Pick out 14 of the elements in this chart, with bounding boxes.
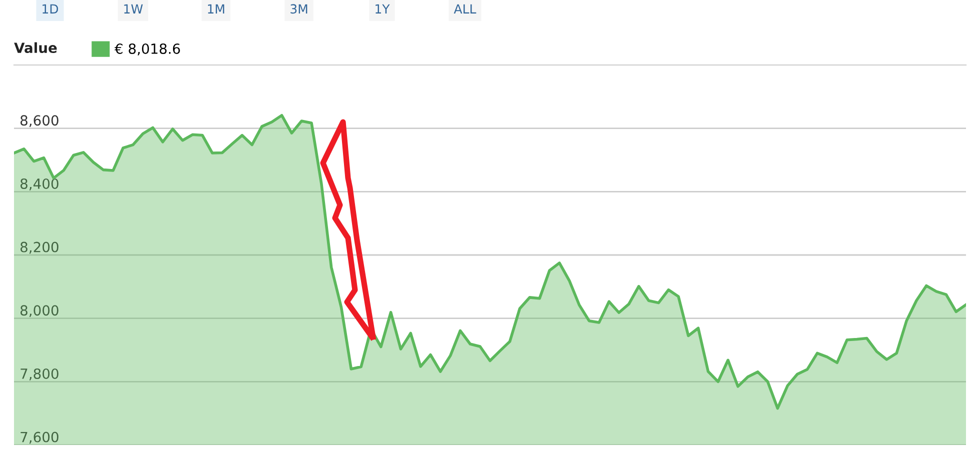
- legend-label: € 8,018.6: [114, 43, 180, 56]
- text: 1W: [124, 4, 143, 14]
- y-tick-label: 8,600: [20, 115, 58, 128]
- y-tick-label: 7,600: [20, 432, 58, 444]
- y-tick-label: 8,400: [20, 178, 58, 190]
- text: 1M: [208, 4, 224, 14]
- text: 1Y: [376, 4, 390, 14]
- text: 1D: [42, 4, 58, 14]
- text: 3M: [290, 4, 308, 14]
- y-tick-label: 8,000: [20, 305, 58, 318]
- y-tick-label: 8,200: [20, 242, 58, 254]
- legend-title: Value: [14, 42, 57, 54]
- y-tick-label: 7,800: [20, 368, 58, 380]
- text: ALL: [454, 4, 476, 14]
